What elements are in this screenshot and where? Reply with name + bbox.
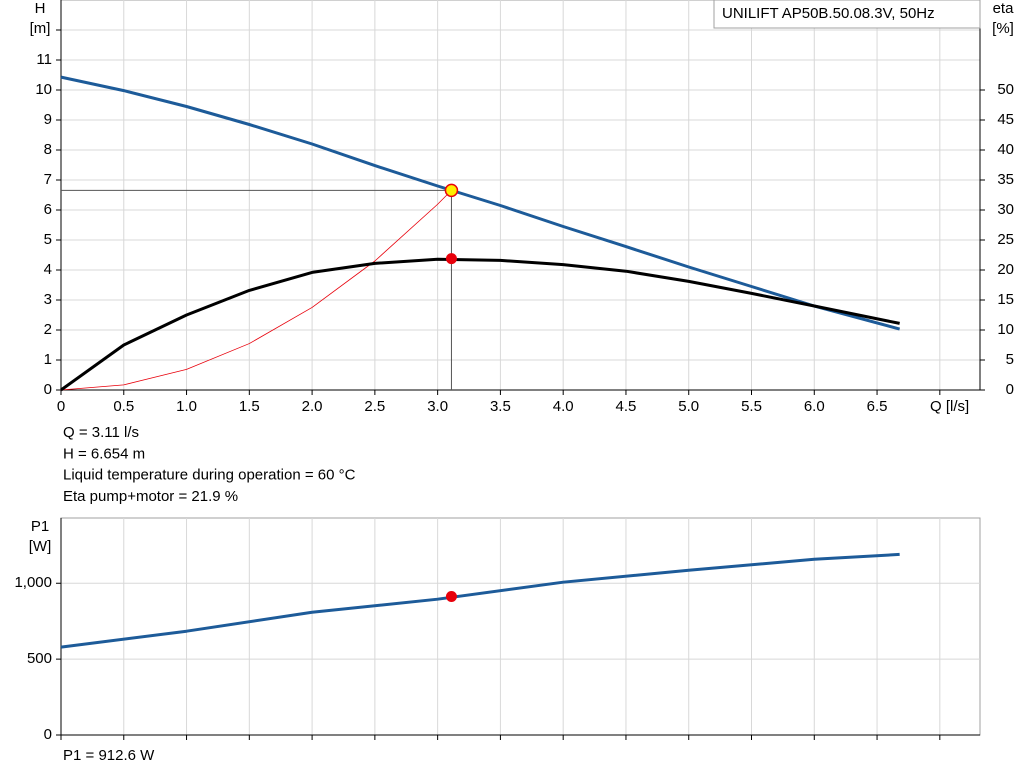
y2-axis-unit: [%] — [992, 20, 1014, 37]
legend-box — [713, 0, 981, 29]
y-axis-unit: [W] — [29, 538, 52, 555]
y-tick-label: 9 — [44, 111, 52, 128]
y2-tick-label: 45 — [997, 111, 1014, 128]
y2-tick-label: 5 — [1006, 351, 1014, 368]
y-tick-label: 5 — [44, 231, 52, 248]
y-axis-label: P1 — [31, 518, 49, 535]
y-tick-label: 1,000 — [14, 574, 52, 591]
x-tick-label: 2.0 — [302, 398, 323, 415]
legend-text: UNILIFT AP50B.50.08.3V, 50Hz — [722, 5, 935, 22]
plot-area — [60, 517, 981, 736]
y2-tick-label: 20 — [997, 261, 1014, 278]
y-tick-label: 3 — [44, 291, 52, 308]
y2-tick-label: 15 — [997, 291, 1014, 308]
curve — [60, 552, 900, 649]
x-tick-label: 3.0 — [427, 398, 448, 415]
y-tick-label: 4 — [44, 261, 52, 278]
curve — [60, 75, 901, 331]
annotation: P1 = 912.6 W — [63, 747, 155, 764]
y2-axis-label: eta — [993, 0, 1015, 17]
y-axis-label: H — [35, 0, 46, 17]
y2-tick-label: 50 — [997, 81, 1014, 98]
annotation: Q = 3.11 l/s — [63, 424, 139, 441]
y2-tick-label: 10 — [997, 321, 1014, 338]
curve — [60, 190, 452, 391]
x-tick-label: 0 — [57, 398, 65, 415]
y2-tick-label: 30 — [997, 201, 1014, 218]
annotation: Eta pump+motor = 21.9 % — [63, 488, 238, 505]
annotation: H = 6.654 m — [63, 445, 145, 462]
y-tick-label: 1 — [44, 351, 52, 368]
x-tick-label: 4.0 — [553, 398, 574, 415]
x-tick-label: 5.5 — [741, 398, 762, 415]
x-tick-label: 1.0 — [176, 398, 197, 415]
y2-tick-label: 25 — [997, 231, 1014, 248]
annotation: Liquid temperature during operation = 60… — [63, 467, 356, 484]
curve — [60, 257, 900, 392]
x-axis-label: Q [l/s] — [930, 398, 969, 415]
x-tick-label: 1.5 — [239, 398, 260, 415]
x-tick-label: 3.5 — [490, 398, 511, 415]
x-tick-label: 0.5 — [113, 398, 134, 415]
plot-area — [60, 0, 981, 391]
op-point — [445, 591, 457, 603]
x-tick-label: 2.5 — [364, 398, 385, 415]
x-tick-label: 6.5 — [867, 398, 888, 415]
y-tick-label: 500 — [27, 650, 52, 667]
y2-tick-label: 0 — [1006, 381, 1014, 398]
y-tick-label: 0 — [44, 381, 52, 398]
x-tick-label: 5.0 — [678, 398, 699, 415]
y-tick-label: 7 — [44, 171, 52, 188]
y-tick-label: 8 — [44, 141, 52, 158]
y-tick-label: 11 — [36, 51, 52, 68]
y2-tick-label: 35 — [997, 171, 1014, 188]
y2-tick-label: 40 — [997, 141, 1014, 158]
y-axis-unit: [m] — [30, 20, 51, 37]
x-tick-label: 6.0 — [804, 398, 825, 415]
y-tick-label: 0 — [44, 726, 52, 743]
x-tick-label: 4.5 — [616, 398, 637, 415]
y-tick-label: 10 — [35, 81, 52, 98]
op-point — [445, 253, 457, 265]
y-tick-label: 2 — [44, 321, 52, 338]
y-tick-label: 6 — [44, 201, 52, 218]
op-point — [444, 183, 459, 198]
